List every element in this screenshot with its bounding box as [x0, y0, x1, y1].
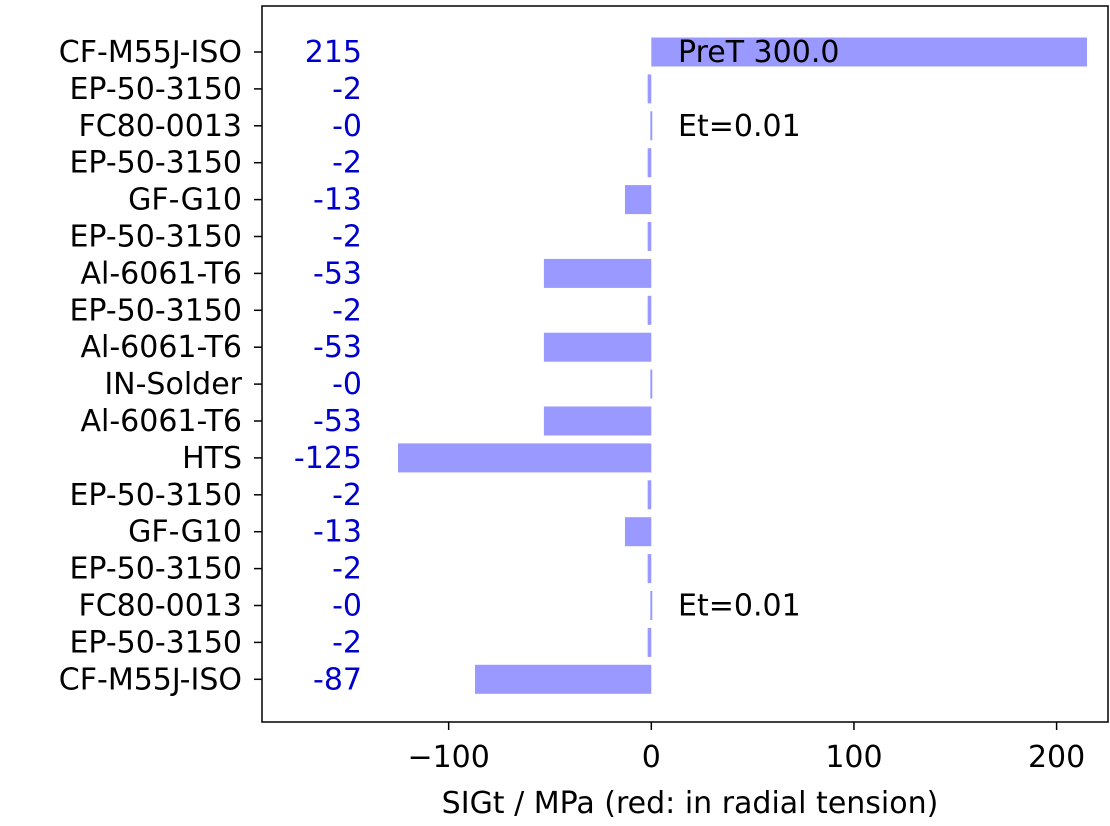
value-label: -2 [332, 625, 362, 660]
bar [475, 664, 652, 694]
annotation-label: PreT 300.0 [678, 35, 839, 70]
y-category-label: EP-50-3150 [69, 72, 242, 107]
y-category-label: HTS [182, 441, 242, 476]
value-label: -87 [313, 662, 362, 697]
bar [650, 111, 653, 141]
annotations-layer: PreT 300.0 Et=0.01 Et=0.01 [678, 35, 839, 624]
value-label: -2 [332, 293, 362, 328]
annotation-label: Et=0.01 [678, 589, 801, 624]
y-category-label: Al-6061-T6 [80, 256, 242, 291]
x-tick-label: −100 [407, 740, 489, 775]
value-label: -13 [313, 183, 362, 218]
value-label: 215 [305, 35, 362, 70]
y-category-label: Al-6061-T6 [80, 404, 242, 439]
value-label: -53 [313, 330, 362, 365]
y-category-label: EP-50-3150 [69, 552, 242, 587]
bar [624, 517, 652, 547]
plot-frame [261, 5, 1109, 723]
value-label: -2 [332, 146, 362, 181]
x-tick-label: 200 [1028, 740, 1085, 775]
bar [647, 554, 652, 584]
y-category-label: EP-50-3150 [69, 293, 242, 328]
bar [651, 37, 1087, 67]
x-tick-labels: −100 0 100 200 [407, 722, 1085, 775]
bar [543, 258, 652, 288]
y-category-label: GF-G10 [128, 515, 242, 550]
bar [650, 369, 653, 399]
value-label: -2 [332, 72, 362, 107]
bar [647, 222, 652, 251]
value-labels-layer: 215-2-0-2-13-2-53-2-53-0-53-125-2-13-2-0… [294, 35, 362, 697]
y-category-label: EP-50-3150 [69, 146, 242, 181]
y-category-label: EP-50-3150 [69, 625, 242, 660]
bar [543, 332, 652, 362]
value-label: -2 [332, 552, 362, 587]
value-label: -125 [294, 441, 362, 476]
y-category-label: Al-6061-T6 [80, 330, 242, 365]
x-axis-title: SIGt / MPa (red: in radial tension) [442, 786, 939, 821]
y-category-label: FC80-0013 [78, 589, 242, 624]
annotation-label: Et=0.01 [678, 109, 801, 144]
x-tick-label: 100 [825, 740, 882, 775]
value-label: -0 [332, 109, 362, 144]
value-label: -2 [332, 220, 362, 255]
bar [624, 185, 652, 215]
bars-layer [398, 37, 1087, 694]
y-category-label: EP-50-3150 [69, 220, 242, 255]
value-label: -13 [313, 515, 362, 550]
bar [543, 406, 652, 436]
value-label: -0 [332, 589, 362, 624]
value-label: -2 [332, 478, 362, 513]
y-category-label: CF-M55J-ISO [59, 35, 242, 70]
y-category-label: GF-G10 [128, 183, 242, 218]
value-label: -0 [332, 367, 362, 402]
bar [647, 148, 652, 178]
bar [647, 480, 652, 510]
bar [398, 443, 652, 473]
bar [650, 591, 653, 620]
y-category-labels: CF-M55J-ISOEP-50-3150FC80-0013EP-50-3150… [59, 35, 262, 697]
value-label: -53 [313, 404, 362, 439]
y-category-label: IN-Solder [104, 367, 242, 402]
x-tick-label: 0 [642, 740, 661, 775]
bar [647, 74, 652, 104]
y-category-label: EP-50-3150 [69, 478, 242, 513]
value-label: -53 [313, 256, 362, 291]
bar [647, 627, 652, 657]
y-category-label: CF-M55J-ISO [59, 662, 242, 697]
y-category-label: FC80-0013 [78, 109, 242, 144]
bar [647, 295, 652, 325]
